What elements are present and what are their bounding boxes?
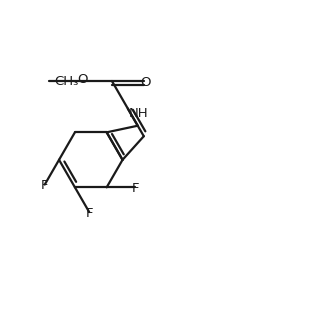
Text: F: F bbox=[41, 180, 49, 192]
Text: NH: NH bbox=[129, 107, 148, 119]
Text: O: O bbox=[77, 73, 87, 86]
Text: CH₃: CH₃ bbox=[55, 75, 79, 88]
Text: F: F bbox=[85, 207, 93, 220]
Text: O: O bbox=[140, 77, 151, 89]
Text: F: F bbox=[131, 182, 139, 195]
